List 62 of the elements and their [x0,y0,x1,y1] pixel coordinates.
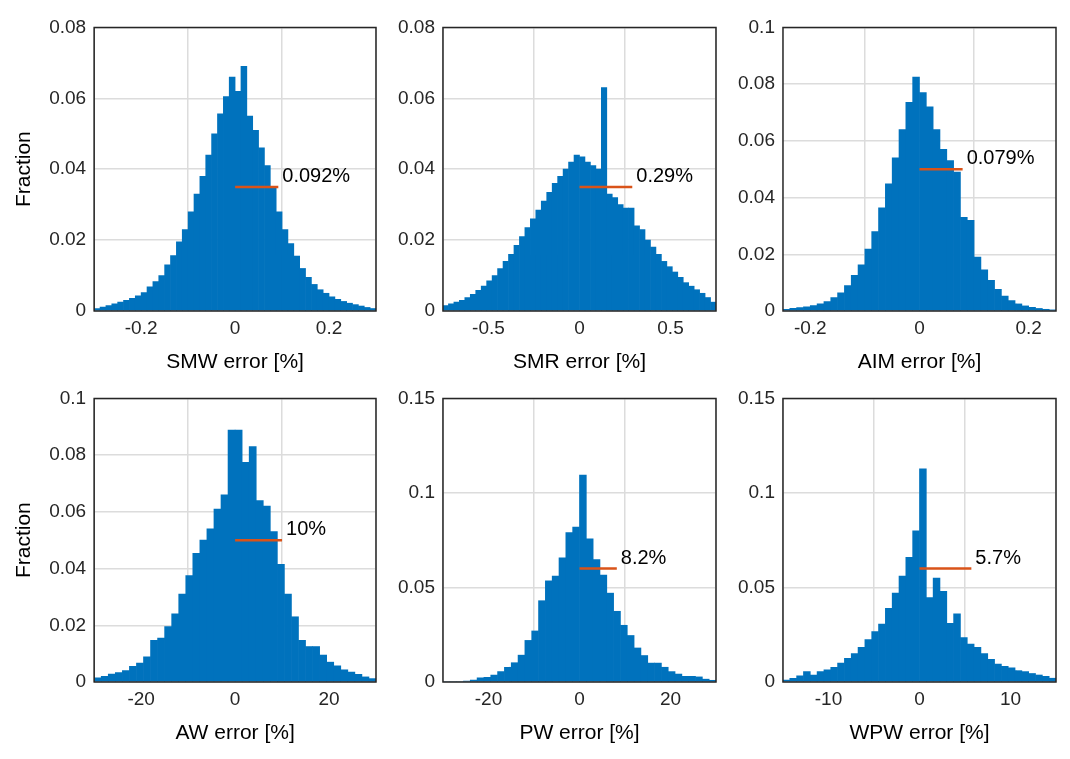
annotation: 8.2% [620,545,667,568]
annotation: 0.079% [966,146,1035,169]
y-tick-label: 0.08 [49,443,87,465]
y-tick-label: 0.02 [398,228,435,250]
y-tick-label: 0.15 [738,386,775,408]
annotation: 5.7% [975,545,1022,568]
y-tick-label: 0 [424,670,435,692]
x-tick-label: 0.2 [1015,316,1042,338]
x-axis-title: PW error [%] [519,720,640,744]
y-tick-label: 0.02 [49,228,87,250]
y-tick-label: 0.04 [398,157,436,179]
y-tick-label: 0.08 [398,15,435,37]
y-tick-label: 0.06 [49,500,87,522]
x-tick-label: -10 [814,687,843,709]
y-tick-label: 0 [764,299,775,321]
x-axis-title: SMW error [%] [166,349,304,373]
x-tick-label: 0 [914,687,925,709]
x-axis-title: SMR error [%] [512,349,646,373]
y-tick-label: 0.06 [398,86,435,108]
x-axis-title: AIM error [%] [857,349,982,373]
annotation: 0.092% [282,163,351,186]
y-tick-label: 0.05 [738,575,775,597]
x-tick-label: 0 [574,687,585,709]
x-tick-label: 0 [229,316,241,338]
x-tick-label: 0.5 [657,316,684,338]
y-tick-label: 0.1 [748,481,775,503]
annotation: 10% [286,517,327,540]
x-tick-label: -20 [474,687,503,709]
y-tick-label: 0.04 [49,157,87,179]
y-tick-label: 0.02 [49,613,87,635]
x-tick-label: 0.2 [315,316,343,338]
x-tick-label: -0.2 [793,316,827,338]
x-tick-label: 20 [318,687,340,709]
x-tick-label: 0 [574,316,585,338]
y-tick-label: 0.06 [49,86,87,108]
y-tick-label: 0.1 [59,386,87,408]
x-tick-label: -0.5 [472,316,505,338]
y-tick-label: 0.04 [738,185,776,207]
y-axis-title: Fraction [11,131,35,208]
y-tick-label: 0 [75,670,87,692]
x-tick-label: -20 [127,687,155,709]
y-tick-label: 0 [764,670,775,692]
x-tick-label: 20 [659,687,682,709]
y-tick-label: 0.04 [49,556,87,578]
y-tick-label: 0.1 [748,15,775,37]
annotation: 0.29% [636,163,694,186]
x-axis-title: AW error [%] [175,720,295,744]
y-axis-title: Fraction [11,502,35,579]
x-axis-title: WPW error [%] [849,720,990,744]
x-tick-label: 0 [914,316,925,338]
y-tick-label: 0.05 [398,575,435,597]
x-tick-label: -0.2 [124,316,158,338]
y-tick-label: 0 [424,299,435,321]
x-tick-label: 10 [999,687,1022,709]
y-tick-label: 0.15 [398,386,435,408]
y-tick-label: 0.08 [738,72,775,94]
y-tick-label: 0.02 [738,242,775,264]
y-tick-label: 0 [75,299,87,321]
x-tick-label: 0 [229,687,241,709]
y-tick-label: 0.1 [408,481,435,503]
y-tick-label: 0.08 [49,15,87,37]
y-tick-label: 0.06 [738,129,775,151]
